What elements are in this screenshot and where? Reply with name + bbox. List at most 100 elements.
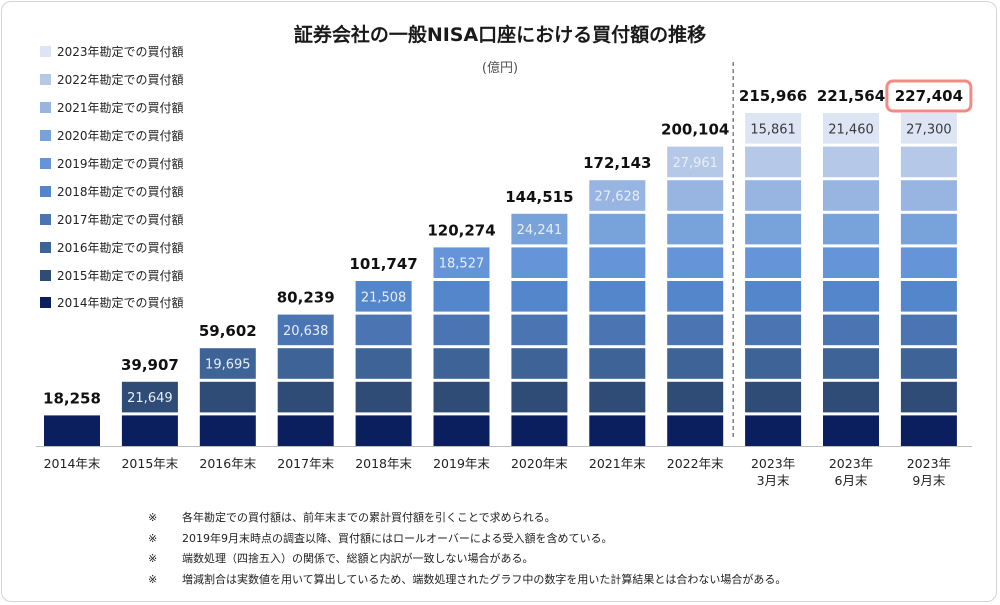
bar-segment xyxy=(900,281,957,312)
bar-segment xyxy=(589,247,646,278)
x-tick-label: 2014年末 xyxy=(44,456,101,471)
bar-segment xyxy=(745,113,802,144)
bar-segment xyxy=(667,281,724,312)
legend-label: 2014年勘定での買付額 xyxy=(57,296,184,311)
segment-value-label: 24,241 xyxy=(517,223,563,238)
legend: 2023年勘定での買付額 2022年勘定での買付額 2021年勘定での買付額 2… xyxy=(40,38,184,317)
bar-segment xyxy=(355,381,412,413)
bar-segment xyxy=(900,415,957,446)
bar-segment xyxy=(823,146,879,178)
bar-segment xyxy=(589,381,646,413)
segment-value-label: 20,638 xyxy=(283,324,329,339)
legend-item: 2015年勘定での買付額 xyxy=(40,261,184,289)
legend-swatch xyxy=(40,102,51,114)
bar-segment xyxy=(277,348,334,379)
bar-segment xyxy=(589,213,646,245)
bar-segment xyxy=(433,247,490,278)
legend-item: 2023年勘定での買付額 xyxy=(40,38,184,66)
bar-segment xyxy=(277,381,334,413)
segment-value-label: 18,527 xyxy=(439,257,485,272)
x-tick-label: 2017年末 xyxy=(277,456,334,471)
bar-segment xyxy=(823,381,879,413)
bar-segment xyxy=(667,180,724,211)
bar-segment xyxy=(355,314,412,346)
bar-segment xyxy=(823,247,879,278)
bar-segment xyxy=(355,415,412,446)
legend-label: 2019年勘定での買付額 xyxy=(57,157,184,171)
bar-segment xyxy=(667,348,724,379)
bar-segment xyxy=(355,281,412,312)
legend-item: 2018年勘定での買付額 xyxy=(40,177,184,205)
bar-segment xyxy=(433,348,490,379)
bar-segment xyxy=(589,281,646,312)
legend-label: 2015年勘定での買付額 xyxy=(57,268,184,283)
bar-segment xyxy=(277,415,334,446)
chart-title: 証券会社の一般NISA口座における買付額の推移 xyxy=(293,24,707,46)
legend-swatch xyxy=(40,185,51,197)
legend-item: 2019年勘定での買付額 xyxy=(40,150,184,178)
bar-segment xyxy=(823,348,879,379)
legend-item: 2020年勘定での買付額 xyxy=(40,122,184,150)
segment-value-label: 27,961 xyxy=(672,156,718,171)
bar-segment xyxy=(900,381,957,413)
segment-value-label: 27,628 xyxy=(595,190,641,205)
note-text: 2019年9月末時点の調査以降、買付額にはロールオーバーによる受入額を含めている… xyxy=(182,531,613,545)
legend-label: 2020年勘定での買付額 xyxy=(57,129,184,144)
total-value-label: 18,258 xyxy=(43,389,101,407)
bar-segment xyxy=(745,381,802,413)
bar-segment xyxy=(745,314,802,346)
legend-label: 2022年勘定での買付額 xyxy=(57,73,184,88)
note-mark: ※ xyxy=(148,552,158,565)
bar-segment xyxy=(667,146,724,178)
legend-label: 2017年勘定での買付額 xyxy=(57,212,184,227)
highlight-box xyxy=(885,79,973,113)
footnote: ※ 端数処理（四捨五入）の関係で、総額と内訳が一致しない場合がある。 xyxy=(148,549,786,570)
bar-segment xyxy=(277,314,334,346)
segment-value-label: 27,300 xyxy=(906,122,952,137)
x-tick-label: 2018年末 xyxy=(355,456,412,471)
total-value-label: 80,239 xyxy=(277,289,335,307)
bar-segment xyxy=(589,180,646,211)
legend-swatch xyxy=(40,297,51,309)
x-tick-label: 3月末 xyxy=(757,473,790,488)
bar-segment xyxy=(44,415,100,446)
legend-swatch xyxy=(40,158,51,169)
legend-item: 2017年勘定での買付額 xyxy=(40,205,184,233)
bar-segment xyxy=(433,314,490,346)
note-text: 各年勘定での買付額は、前年末までの累計買付額を引くことで求められる。 xyxy=(182,511,556,524)
x-tick-label: 2021年末 xyxy=(589,456,646,471)
bar-segment xyxy=(745,213,802,245)
bar-segment xyxy=(823,113,879,144)
bar-segment xyxy=(900,348,957,379)
x-tick-label: 2015年末 xyxy=(121,456,178,471)
note-text: 増減割合は実数値を用いて算出しているため、端数処理されたグラフ中の数字を用いた計… xyxy=(182,572,787,586)
segment-value-label: 21,508 xyxy=(361,290,407,305)
bar-segment xyxy=(511,314,568,346)
bar-segment xyxy=(667,314,724,346)
total-value-label: 172,143 xyxy=(583,154,651,172)
x-tick-label: 2023年 xyxy=(751,456,795,471)
total-value-label: 200,104 xyxy=(661,121,729,139)
bar-segment xyxy=(900,213,957,245)
bar-segment xyxy=(745,180,802,211)
bar-segment xyxy=(745,281,802,312)
legend-swatch xyxy=(40,213,51,225)
bar-segment xyxy=(589,415,646,446)
x-tick-label: 2020年末 xyxy=(511,456,568,471)
total-value-label: 144,515 xyxy=(505,188,573,206)
legend-label: 2023年勘定での買付額 xyxy=(57,45,184,60)
bar-segment xyxy=(511,348,568,379)
note-mark: ※ xyxy=(148,531,158,545)
bar-segment xyxy=(745,146,802,178)
bar-segment xyxy=(667,415,724,446)
bar-segment xyxy=(900,113,957,144)
total-value-label: 39,907 xyxy=(121,356,179,374)
footnote: ※ 2019年9月末時点の調査以降、買付額にはロールオーバーによる受入額を含めてい… xyxy=(148,529,786,550)
bar-segment xyxy=(900,247,957,278)
total-value-label: 215,966 xyxy=(739,87,807,105)
unit-label: (億円) xyxy=(481,61,519,76)
bar-segment xyxy=(433,415,490,446)
bar-segment xyxy=(900,180,957,211)
bar-segment xyxy=(745,247,802,278)
